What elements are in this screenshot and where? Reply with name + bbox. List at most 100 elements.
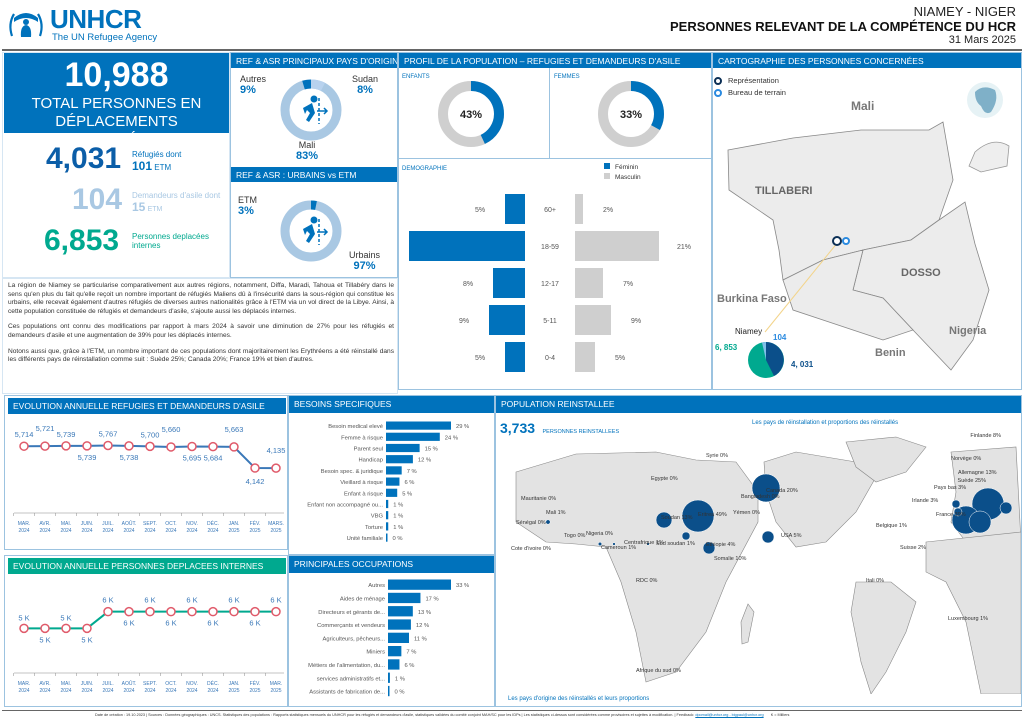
data-point <box>61 623 71 634</box>
data-point <box>103 606 113 617</box>
person-crossing-icon <box>303 95 329 124</box>
idp-trend-header: EVOLUTION ANNUELLE PERSONNES DEPLACEES I… <box>8 558 286 574</box>
bar <box>386 466 402 475</box>
asylum-etm-value: 15 <box>132 200 146 214</box>
map-city-niamey: Niamey <box>735 327 762 336</box>
origin-country-label: Somalie 10% <box>714 556 747 562</box>
x-tick-label: 2024 <box>144 688 155 694</box>
africa-landmass <box>515 451 759 683</box>
origin-country-label: Mauritanie 0% <box>521 496 556 502</box>
urban-header: REF & ASR : URBAINS vs ETM <box>231 167 397 182</box>
africa-silhouette <box>975 87 997 114</box>
bar-category-label: Métiers de l'alimentation, du... <box>308 663 385 669</box>
bar-value-label: 15 % <box>425 447 438 453</box>
idp-label: Personnes deplacées internes <box>132 232 209 250</box>
bar-value-label: 1 % <box>393 514 403 520</box>
asylum-label: Demandeurs d'asile dont <box>132 191 221 200</box>
bar-category-label: Directeurs et gérants de... <box>318 610 385 616</box>
bar-category-label: Torture <box>365 525 383 531</box>
occupations-header: PRINCIPALES OCCUPATIONS <box>289 556 494 573</box>
origin-caption: Les pays d'origine des réinstallés et le… <box>508 696 650 702</box>
map-header: CARTOGRAPHIE DES PERSONNES CONCERNÉES <box>713 53 1021 68</box>
origin-country-label: Cameroun 1% <box>601 545 636 551</box>
resettlement-bubble <box>999 501 1013 515</box>
bar <box>388 659 400 670</box>
x-tick-label: MAR. <box>270 681 283 687</box>
data-point <box>19 623 29 634</box>
narrative-p1: La région de Niamey se particularise com… <box>8 282 394 315</box>
refugees-value: 4,031 <box>46 142 122 175</box>
footer: Date de création : 19.10.2023 | Sources … <box>95 713 789 717</box>
x-tick-label: JUIL. <box>102 681 114 687</box>
resettlement-bubble <box>751 473 781 503</box>
resettlement-bubble <box>968 510 992 534</box>
bar-value-label: 1 % <box>393 503 403 509</box>
origin-country-label: Nigeria 0% <box>586 531 613 537</box>
x-tick-label: 2024 <box>186 528 197 534</box>
pyramid-age-label: 18-59 <box>541 244 559 251</box>
x-tick-label: 2024 <box>102 688 113 694</box>
destination-country-label: France 39% <box>936 512 966 518</box>
pyramid-bar-female <box>505 342 525 372</box>
data-label: 5,684 <box>204 454 223 463</box>
demography-label: DEMOGRAPHIE <box>402 166 448 172</box>
data-label: 4,135 <box>267 446 286 455</box>
destination-country-label: Itali 0% <box>866 578 884 584</box>
x-tick-label: MAI. <box>61 521 71 527</box>
narrative-p2: Ces populations ont connu des modificati… <box>8 323 394 339</box>
x-tick-label: 2024 <box>123 528 134 534</box>
origin-label-autres: Autres <box>240 74 267 84</box>
bar-value-label: 5 % <box>402 491 412 497</box>
resettlement-bubble <box>953 507 963 517</box>
map-label-nigeria: Nigeria <box>949 325 987 337</box>
page-title: PERSONNES RELEVANT DE LA COMPÉTENCE DU H… <box>670 19 1016 34</box>
data-point <box>40 623 50 634</box>
destination-country-label: Canada 20% <box>766 488 798 494</box>
urban-value-etm: 3% <box>238 205 254 217</box>
north-america <box>763 451 877 548</box>
origin-country-label: Sud soudan 1% <box>656 541 695 547</box>
bar-category-label: Miniers <box>366 650 385 656</box>
data-label: 6 K <box>123 619 134 628</box>
data-label: 5 K <box>18 613 29 622</box>
bar-value-label: 7 % <box>407 469 417 475</box>
x-tick-label: AVR. <box>39 521 50 527</box>
destination-country-label: Norvège 0% <box>951 456 981 462</box>
field-office-icon <box>714 89 722 98</box>
children-label: ENFANTS <box>402 74 430 80</box>
data-point <box>124 606 134 617</box>
origin-country-label: Sénégal 0% <box>516 520 546 526</box>
x-tick-label: 2024 <box>39 688 50 694</box>
origin-label-sudan: Sudan <box>352 74 379 84</box>
children-donut: 43% <box>438 81 504 147</box>
origin-value-sudan: 8% <box>357 84 373 96</box>
x-tick-label: 2025 <box>249 688 260 694</box>
data-label: 5 K <box>81 635 92 644</box>
pyramid-bar-female <box>493 268 525 298</box>
x-tick-label: NOV. <box>186 521 198 527</box>
data-point <box>61 441 71 451</box>
data-point <box>145 441 155 452</box>
pyramid-bar-male <box>575 194 583 224</box>
bar <box>386 522 389 531</box>
bar-value-label: 12 % <box>416 623 429 629</box>
bar <box>388 579 451 590</box>
data-label: 6 K <box>102 596 113 605</box>
x-tick-label: 2024 <box>60 688 71 694</box>
data-point <box>271 463 281 473</box>
pyramid-bar-male <box>575 268 603 298</box>
pyramid-female-value: 9% <box>459 318 469 325</box>
x-tick-label: SEPT. <box>143 681 157 687</box>
x-tick-label: DÉC. <box>207 680 219 687</box>
destination-country-label: Irlande 3% <box>912 498 938 504</box>
idp-value: 6,853 <box>44 224 120 257</box>
origin-country-label: Egypte 0% <box>651 476 678 482</box>
destination-caption: Les pays de réinstallation et proportion… <box>752 420 899 426</box>
bar-value-label: 0 % <box>395 690 405 696</box>
feedback-links[interactable]: dpomail@unhcr.org - bigpaul@unhcr.org <box>695 713 764 717</box>
urban-label-urbains: Urbains <box>349 250 381 260</box>
bar-value-label: 6 % <box>404 480 414 486</box>
data-point <box>166 606 176 617</box>
origin-country-label: Centrafrique 1% <box>624 540 664 546</box>
data-label: 5,739 <box>78 453 97 462</box>
